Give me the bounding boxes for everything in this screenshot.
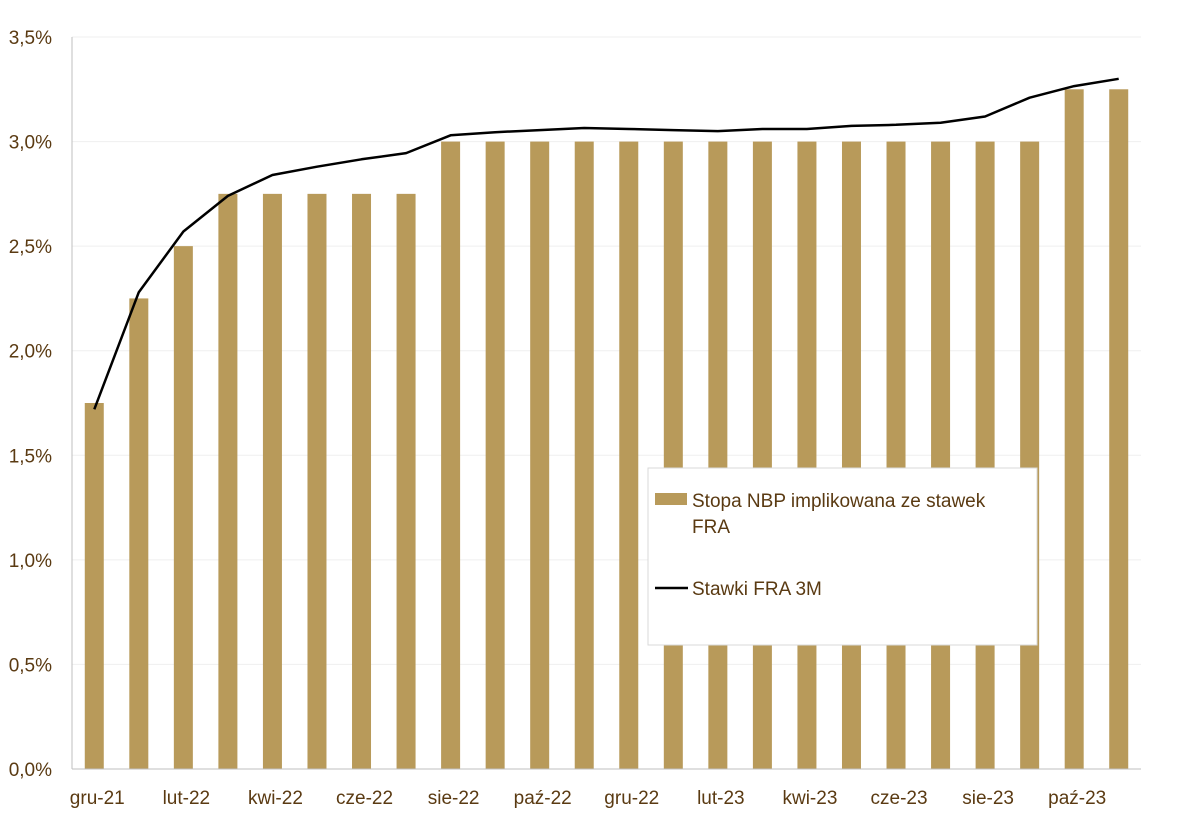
x-tick-label: gru-22: [604, 788, 659, 809]
legend-box: [647, 467, 1038, 646]
y-tick-label: 2,0%: [9, 342, 52, 363]
y-tick-label: 1,5%: [9, 446, 52, 467]
bar: [352, 193, 372, 769]
bar: [797, 141, 817, 770]
bar: [663, 141, 683, 770]
line-series: [93, 77, 1119, 410]
bar: [619, 141, 639, 770]
bar: [173, 246, 193, 770]
x-tick-label: sie-22: [428, 788, 480, 809]
bar: [931, 141, 951, 770]
bar: [307, 193, 327, 769]
y-tick-label: 2,5%: [9, 237, 52, 258]
bar: [1020, 141, 1040, 770]
bar: [129, 298, 149, 769]
y-tick-labels: 0,0% 0,5% 1,0% 1,5% 2,0% 2,5% 3,0% 3,5%: [9, 28, 52, 781]
bar: [752, 141, 772, 770]
x-tick-label: sie-23: [962, 788, 1014, 809]
bar: [485, 141, 505, 770]
bar: [708, 141, 728, 770]
legend: Stopa NBP implikowana ze stawek FRA Staw…: [647, 467, 1038, 646]
x-tick-label: cze-22: [336, 788, 393, 809]
x-tick-label: lut-22: [163, 788, 211, 809]
y-tick-label: 3,5%: [9, 28, 52, 49]
bar: [975, 141, 995, 770]
fra-3m-line: [93, 77, 1119, 410]
x-tick-label: gru-21: [70, 788, 125, 809]
axes: [71, 37, 1141, 770]
gridlines: [72, 36, 1141, 665]
bar: [1064, 89, 1084, 770]
bar: [886, 141, 906, 770]
x-tick-label: kwi-23: [782, 788, 837, 809]
bar: [841, 141, 861, 770]
bar: [530, 141, 550, 770]
y-tick-label: 0,0%: [9, 760, 52, 781]
legend-bar-label-line2: FRA: [692, 517, 730, 538]
legend-bar-swatch: [655, 493, 687, 505]
bar: [262, 193, 282, 769]
y-tick-label: 0,5%: [9, 655, 52, 676]
x-tick-label: paź-22: [514, 788, 572, 809]
bar: [218, 193, 238, 769]
bar: [396, 193, 416, 769]
x-tick-label: cze-23: [871, 788, 928, 809]
legend-bar-label-line1: Stopa NBP implikowana ze stawek: [692, 491, 986, 512]
x-tick-labels: gru-21 lut-22 kwi-22 cze-22 sie-22 paź-22 gru-…: [70, 788, 1106, 809]
bars: [84, 89, 1129, 770]
bar: [1109, 89, 1129, 770]
y-tick-label: 1,0%: [9, 551, 52, 572]
bar: [574, 141, 594, 770]
y-tick-label: 3,0%: [9, 133, 52, 154]
x-tick-label: paź-23: [1048, 788, 1106, 809]
x-tick-label: lut-23: [697, 788, 745, 809]
legend-line-label: Stawki FRA 3M: [692, 579, 822, 600]
bar: [441, 141, 461, 770]
x-tick-label: kwi-22: [248, 788, 303, 809]
bar: [84, 403, 104, 769]
